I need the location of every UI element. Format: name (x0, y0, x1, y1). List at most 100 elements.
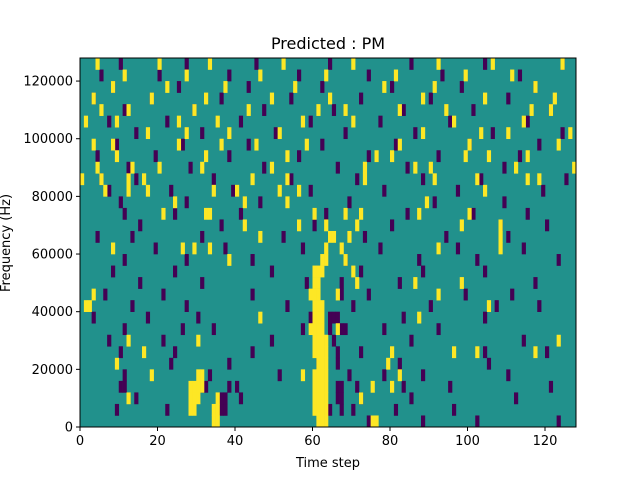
heatmap-cell-high (324, 403, 329, 416)
heatmap-cell-high (223, 81, 228, 93)
heatmap-cell-high (452, 115, 457, 128)
heatmap-cell-low (238, 207, 244, 220)
heatmap-cell-low (436, 323, 441, 336)
heatmap-cell-high (215, 392, 220, 405)
heatmap-cell-high (320, 265, 325, 278)
heatmap-cell-high (424, 196, 430, 209)
heatmap-cell-low (196, 311, 201, 324)
heatmap-cell-low (219, 219, 224, 232)
heatmap-cell-low (118, 380, 123, 393)
heatmap-cell-high (293, 81, 298, 93)
heatmap-cell-high (324, 334, 329, 347)
heatmap-cell-low (304, 277, 309, 289)
heatmap-cell-high (355, 219, 360, 232)
heatmap-cell-high (269, 92, 275, 105)
heatmap-cell-low (378, 242, 383, 255)
heatmap-cell-high (347, 230, 352, 243)
heatmap-cell-high (215, 403, 220, 416)
heatmap-cell-high (316, 369, 321, 382)
heatmap-cell-low (448, 115, 453, 128)
heatmap-cell-low (409, 58, 414, 70)
heatmap-cell-low (219, 92, 224, 105)
heatmap-cell-high (312, 300, 317, 312)
heatmap-cell-low (339, 277, 344, 289)
heatmap-cell-high (316, 392, 321, 405)
heatmap-cell-low (262, 161, 267, 174)
heatmap-cell-high (192, 104, 197, 116)
heatmap-cell-high (312, 369, 317, 382)
heatmap-cell-high (126, 173, 131, 186)
heatmap-cell-high (324, 357, 329, 370)
heatmap-cell-low (157, 69, 162, 82)
heatmap-cell-low (409, 334, 414, 347)
chart-title: Predicted : PM (271, 34, 385, 53)
heatmap-cell-low (99, 69, 104, 82)
heatmap-cell-low (211, 173, 216, 186)
heatmap-cell-high (324, 69, 329, 82)
heatmap-cell-low (366, 69, 371, 82)
heatmap-cell-high (335, 288, 340, 301)
heatmap-cell-high (99, 173, 104, 186)
heatmap-cell-high (254, 138, 259, 151)
heatmap-cell-high (510, 69, 515, 82)
heatmap-cell-high (95, 58, 100, 70)
heatmap-cell-low (258, 196, 263, 209)
heatmap-cell-low (281, 230, 286, 243)
heatmap-cell-high (95, 161, 100, 174)
x-tick-label: 100 (455, 434, 480, 449)
heatmap-cell-low (169, 184, 174, 197)
heatmap-cell-high (180, 242, 185, 255)
heatmap-cell-low (421, 265, 426, 278)
heatmap-cell-low (355, 173, 360, 186)
heatmap-cell-low (359, 265, 364, 278)
heatmap-cell-low (165, 115, 170, 128)
y-tick-label: 0 (65, 421, 73, 436)
heatmap-cell-low (180, 323, 185, 336)
heatmap-cell-high (258, 69, 263, 82)
heatmap-cell-high (490, 58, 495, 70)
heatmap-cell-high (556, 334, 561, 347)
heatmap-cell-low (471, 104, 476, 116)
heatmap-cell-low (428, 300, 433, 312)
heatmap-cell-high (192, 242, 197, 255)
heatmap-cell-high (436, 58, 441, 70)
heatmap-cell-high (91, 138, 96, 151)
heatmap-cell-high (215, 415, 220, 428)
heatmap-cell-high (397, 104, 402, 116)
heatmap-cell-high (483, 184, 488, 197)
heatmap-cell-high (130, 161, 135, 174)
heatmap-cell-high (483, 92, 488, 105)
heatmap-cell-high (362, 161, 368, 174)
heatmap-cell-high (316, 277, 321, 289)
heatmap-cell-low (122, 380, 127, 393)
heatmap-cell-high (393, 69, 399, 82)
heatmap-cell-high (246, 104, 251, 116)
heatmap-cell-high (173, 196, 178, 209)
heatmap-cell-low (510, 288, 515, 301)
heatmap-cell-high (417, 311, 422, 324)
heatmap-cell-low (525, 115, 530, 128)
heatmap-cell-high (417, 207, 422, 220)
heatmap-cell-high (149, 92, 154, 105)
heatmap-cell-high (463, 150, 468, 163)
heatmap-cell-low (227, 357, 232, 370)
heatmap-cell-low (114, 403, 120, 416)
heatmap-cell-high (525, 150, 530, 163)
heatmap-cell-high (436, 242, 441, 255)
heatmap-cell-low (95, 230, 100, 243)
heatmap-cell-low (463, 288, 468, 301)
heatmap-cell-low (432, 196, 437, 209)
heatmap-cell-low (339, 288, 344, 301)
heatmap-cell-low (300, 323, 306, 336)
heatmap-cell-low (347, 369, 352, 382)
x-tick-label: 40 (227, 434, 244, 449)
heatmap-cell-low (347, 196, 352, 209)
heatmap-cell-low (339, 323, 344, 336)
y-tick-label: 60000 (32, 248, 73, 263)
heatmap-cell-high (126, 104, 131, 116)
heatmap-cell-low (545, 219, 550, 232)
heatmap-cell-high (312, 277, 317, 289)
heatmap-cell-high (320, 254, 325, 266)
heatmap-cell-low (405, 207, 410, 220)
heatmap-cell-low (219, 392, 224, 405)
